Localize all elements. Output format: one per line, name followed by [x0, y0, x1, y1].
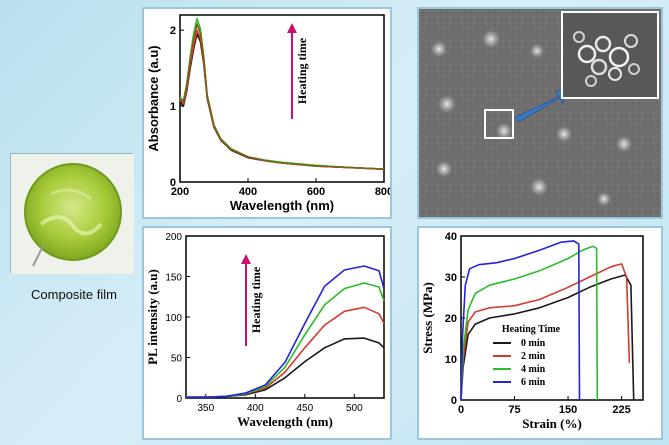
y-tick-label: 10 [445, 354, 457, 366]
y-tick-label: 0 [451, 395, 457, 407]
composite-film-caption: Composite film [31, 287, 117, 302]
pl-intensity-chart: 350 400 450 500 0 50 100 150 200 Wavelength (nm) P… [142, 226, 392, 440]
y-tick-label: 1 [170, 101, 176, 113]
series-line-2 [186, 282, 385, 398]
y-axis-label: PL intensity (a.u) [145, 269, 160, 365]
series-line-0 [179, 33, 385, 170]
legend-entry: 4 min [521, 364, 546, 375]
series-line-2 [460, 245, 599, 401]
series-line-1 [179, 29, 385, 170]
sem-selection-box [484, 109, 514, 139]
series-line-3 [179, 23, 385, 170]
heating-time-annotation: Heating time [295, 37, 309, 104]
y-tick-label: 2 [170, 25, 176, 37]
series-line-1 [460, 263, 631, 401]
arrowhead-icon [287, 23, 297, 33]
x-tick-label: 0 [458, 404, 464, 416]
x-tick-label: 150 [559, 404, 577, 416]
y-tick-label: 20 [445, 313, 457, 325]
legend-entry: 0 min [521, 338, 546, 349]
y-tick-label: 0 [170, 177, 176, 189]
series-line-3 [460, 240, 581, 401]
heating-time-annotation: Heating time [249, 266, 263, 333]
legend-title: Heating Time [502, 324, 561, 335]
legend-entry: 2 min [521, 351, 546, 362]
y-tick-label: 50 [171, 354, 183, 365]
x-axis-label: Strain (%) [522, 416, 582, 431]
plot-frame [185, 235, 385, 399]
y-tick-label: 150 [165, 273, 182, 284]
stress-strain-chart: 0 75 150 225 0 10 20 30 40 Strain (%) Stress (MPa)… [417, 226, 663, 440]
y-axis-label: Absorbance (a.u) [146, 45, 161, 151]
plot-frame [179, 14, 385, 183]
x-tick-label: 75 [508, 404, 520, 416]
absorbance-chart: 200 400 600 800 0 1 2 Wavelength (nm) Absorbance… [142, 7, 392, 219]
x-tick-label: 350 [197, 403, 214, 414]
arrowhead-icon [241, 254, 251, 264]
y-tick-label: 200 [165, 232, 182, 243]
x-tick-label: 450 [296, 403, 313, 414]
sem-image [417, 7, 663, 219]
x-tick-label: 800 [375, 186, 390, 198]
composite-film-photo [10, 153, 134, 274]
series-line-3 [186, 265, 385, 398]
x-tick-label: 225 [612, 404, 630, 416]
x-axis-label: Wavelength (nm) [230, 198, 334, 213]
sem-inset-zoom [561, 11, 659, 99]
y-axis-label: Stress (MPa) [420, 282, 435, 354]
sem-particle-clusters [430, 29, 633, 207]
y-tick-label: 100 [165, 313, 182, 324]
series-line-0 [460, 274, 635, 401]
series-line-2 [179, 18, 385, 170]
x-tick-label: 600 [307, 186, 325, 198]
x-tick-label: 500 [346, 403, 363, 414]
series-line-1 [186, 306, 385, 398]
x-tick-label: 400 [247, 403, 264, 414]
x-tick-label: 400 [239, 186, 257, 198]
y-tick-label: 30 [445, 272, 457, 284]
x-tick-label: 200 [171, 186, 189, 198]
legend-entry: 6 min [521, 377, 546, 388]
y-tick-label: 0 [176, 394, 182, 405]
x-axis-label: Wavelength (nm) [237, 414, 333, 429]
y-tick-label: 40 [445, 231, 457, 243]
